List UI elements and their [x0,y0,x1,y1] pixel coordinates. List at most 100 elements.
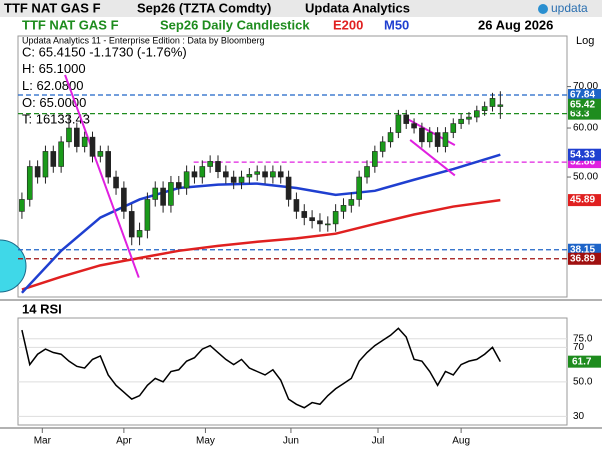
y-tick-label: 50.00 [573,172,598,183]
price-label: 38.15 [570,244,595,255]
candle-body [395,114,402,133]
scale-label: Log [576,35,594,47]
candle-body [223,171,229,178]
y-tick-label: 30 [573,411,585,422]
candle-body [301,211,308,218]
readout: L: 62.0800 [22,78,83,93]
logo: updata [551,1,588,15]
candle-body [58,141,64,167]
candle-body [128,211,135,238]
candle-body [207,161,213,167]
candle-body [419,127,425,143]
scroll-handle[interactable] [0,239,27,293]
price-label: 36.89 [570,253,595,264]
instrument: TTF NAT GAS F [4,0,101,15]
candle-body [324,223,331,226]
candle-body [458,118,464,124]
price-box [568,194,601,207]
candle-body [183,171,190,189]
price-box [568,243,601,256]
candle-body [238,176,245,183]
contract: Sep26 (TZTA Comdty) [137,0,271,15]
candle-body [89,136,96,157]
candle-body [379,141,386,152]
price-box [568,98,601,111]
candle-body [364,166,370,178]
price-label: 67.84 [570,90,595,101]
price-label: 63.3 [570,108,590,119]
candle-body [277,171,284,178]
candle-body [152,187,159,200]
price-label: 52.86 [570,157,595,168]
candle-body [497,104,504,107]
candle-body [19,199,25,212]
candle-body [262,171,268,178]
x-tick-label: Apr [116,436,132,447]
x-tick-label: Jul [372,436,385,447]
candle-body [168,182,174,206]
candle-body [105,151,111,178]
readout: O: 65.0000 [22,95,86,110]
price-label: 61.7 [572,356,592,367]
candle-body [121,187,127,212]
x-tick-label: Mar [34,436,52,447]
candle-body [434,132,441,147]
price-label: 54.33 [570,149,595,160]
readout: H: 65.1000 [22,61,86,76]
main-frame [17,35,568,298]
candle-body [372,151,378,167]
candle-body [254,171,261,175]
trendline [64,74,140,278]
chart-title: TTF NAT GAS F [22,17,119,32]
candle-body [340,205,347,212]
candle-body [356,176,362,200]
candle-body [42,151,49,178]
overlay-line [21,198,501,291]
y-tick-label: 60.00 [573,123,598,134]
candle-body [309,217,315,222]
readout: T: 16133.43 [22,112,90,127]
y-tick-label: 70.00 [573,81,598,92]
candle-body [450,123,457,133]
y-tick-label: 50.0 [573,376,593,387]
price-label: 65.42 [570,99,595,110]
y-tick-label: 70 [573,342,585,353]
price-box [568,148,601,161]
candle-body [144,199,151,231]
candle-body [387,132,394,143]
chart-date: 26 Aug 2026 [478,17,553,32]
title-bar [0,0,602,17]
chart-subtitle: Sep26 Daily Candlestick [160,17,310,32]
logo-icon [538,4,548,14]
candle-body [50,151,57,167]
price-box [568,355,601,368]
candle-body [74,127,80,147]
candle-body [466,116,472,120]
overlay-line [21,153,501,294]
candle-body [474,110,480,118]
candle-body [293,199,300,212]
rsi-line [21,327,501,409]
candle-body [230,176,237,183]
candle-body [160,187,166,206]
edition: Updata Analytics 11 - Enterprise Edition… [22,35,264,45]
vendor: Updata Analytics [305,0,410,15]
candle-body [191,171,198,178]
candle-body [81,136,88,147]
candle-body [481,106,488,111]
candle-body [215,161,221,173]
legend-entry: E200 [333,17,363,32]
candle-body [411,123,417,129]
trendline [409,139,456,177]
candle-body [175,182,182,189]
x-tick-label: Aug [452,436,470,447]
readout: C: 65.4150 -1.1730 (-1.76%) [22,44,187,59]
candle-body [113,176,119,189]
candle-body [246,174,253,178]
price-box [568,252,601,265]
price-box [568,89,601,102]
candle-body [332,211,339,225]
candle-body [285,176,292,200]
